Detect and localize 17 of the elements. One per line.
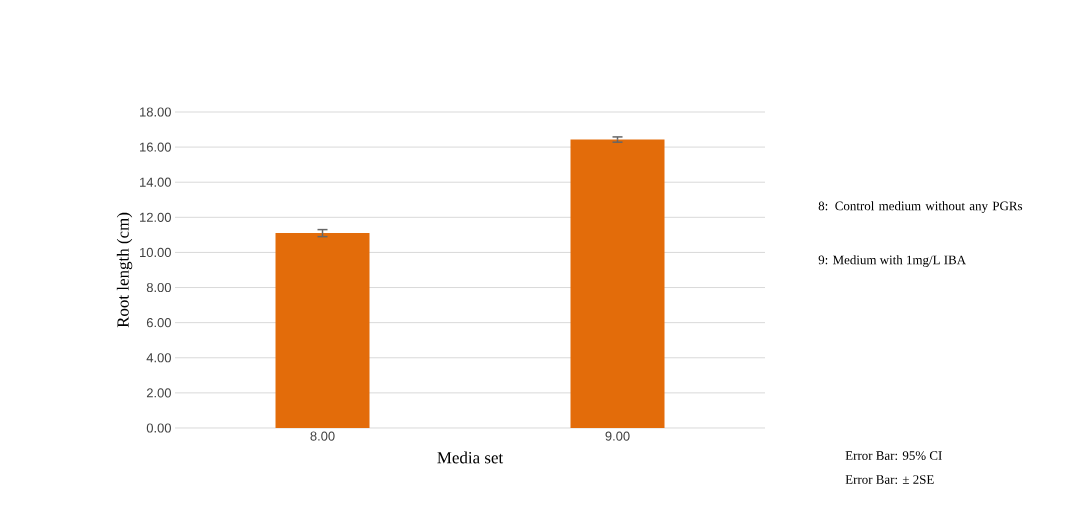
y-tick-label: 8.00 — [146, 282, 171, 293]
y-tick-label: 14.00 — [140, 177, 171, 187]
x-tick-label: 9.00 — [605, 431, 630, 441]
y-tick-label: 4.00 — [146, 353, 171, 363]
y-tick-label: 12.00 — [140, 212, 171, 222]
y-tick-label: 16.00 — [140, 142, 171, 152]
text: 8: Control medium without any PGRs — [818, 201, 1023, 213]
y-tick-label: 2.00 — [146, 388, 171, 398]
y-tick-label: 0.00 — [146, 423, 171, 433]
y-tick-label: 18.00 — [140, 107, 171, 117]
y-tick-label: 6.00 — [146, 318, 171, 328]
text: Error Bar: 95% CI — [845, 451, 942, 460]
x-axis-title: Media set — [437, 451, 504, 464]
text: Error Bar: ± 2SE — [845, 475, 934, 484]
y-tick-label: 10.00 — [140, 247, 171, 258]
text: 9: Medium with 1mg/L IBA — [818, 255, 966, 267]
y-axis-title: Root length (cm) — [116, 212, 133, 328]
